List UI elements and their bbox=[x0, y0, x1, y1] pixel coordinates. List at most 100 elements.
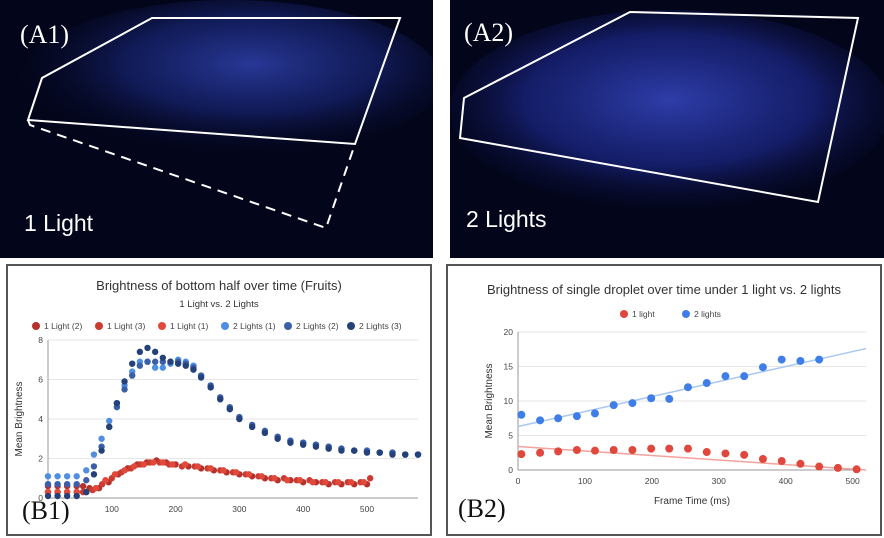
legend-marker bbox=[620, 310, 628, 318]
point-2-lights bbox=[628, 399, 637, 408]
point-1-light bbox=[702, 448, 711, 457]
point-2-lights-1- bbox=[98, 435, 105, 442]
point-2-lights-2- bbox=[129, 372, 136, 379]
point-2-lights-3- bbox=[44, 492, 52, 500]
point-2-lights bbox=[796, 356, 805, 365]
point-2-lights-3- bbox=[144, 344, 151, 352]
point-2-lights bbox=[721, 372, 730, 381]
point-2-lights-3- bbox=[159, 354, 167, 361]
point-2-lights-2- bbox=[121, 386, 128, 393]
point-2-lights-3- bbox=[363, 449, 371, 456]
point-1-light-1- bbox=[181, 461, 189, 468]
panel-label-a2: (A2) bbox=[464, 18, 514, 47]
legend-label: 1 Light (3) bbox=[107, 321, 145, 331]
legend-label: 2 Lights (2) bbox=[296, 321, 339, 331]
photo-a1-art bbox=[0, 0, 433, 258]
point-1-light-1- bbox=[130, 463, 138, 470]
point-1-light-3- bbox=[366, 475, 374, 482]
point-2-lights-3- bbox=[389, 451, 396, 458]
point-2-lights-2- bbox=[54, 480, 61, 488]
y-tick-label: 20 bbox=[504, 327, 514, 337]
point-1-light-1- bbox=[140, 461, 147, 468]
point-2-lights bbox=[609, 401, 618, 410]
legend-label: 2 Lights (3) bbox=[359, 321, 402, 331]
x-tick-label: 400 bbox=[296, 504, 310, 514]
point-2-lights-3- bbox=[207, 384, 214, 391]
point-2-lights-3- bbox=[174, 360, 182, 367]
point-2-lights bbox=[815, 355, 824, 364]
y-tick-label: 4 bbox=[38, 414, 43, 424]
point-2-lights-3- bbox=[312, 443, 320, 450]
point-2-lights bbox=[572, 412, 581, 421]
chart-b1: Brightness of bottom half over time (Fru… bbox=[6, 264, 432, 536]
point-2-lights-2- bbox=[44, 480, 52, 488]
point-2-lights-3- bbox=[190, 366, 197, 373]
point-1-light bbox=[721, 449, 730, 458]
point-2-lights-3- bbox=[351, 447, 358, 454]
point-2-lights bbox=[740, 372, 749, 381]
x-tick-label: 500 bbox=[360, 504, 374, 514]
point-1-light bbox=[777, 457, 786, 466]
point-2-lights-3- bbox=[261, 429, 269, 437]
trendline-1-light bbox=[517, 445, 867, 471]
point-2-lights-2- bbox=[73, 480, 80, 488]
point-2-lights-2- bbox=[144, 358, 151, 365]
panel-label-a1: (A1) bbox=[20, 20, 70, 49]
point-2-lights bbox=[683, 383, 692, 392]
point-1-light bbox=[536, 448, 545, 457]
legend-marker bbox=[682, 310, 690, 318]
point-1-light-1- bbox=[220, 467, 227, 474]
point-1-light bbox=[665, 444, 674, 453]
droplet-glow bbox=[20, 0, 433, 160]
point-2-lights bbox=[536, 416, 545, 425]
point-2-lights-3- bbox=[182, 362, 189, 369]
legend-marker bbox=[284, 322, 292, 330]
point-1-light-1- bbox=[347, 479, 355, 486]
y-tick-label: 5 bbox=[508, 431, 513, 441]
legend-marker bbox=[95, 322, 103, 330]
point-2-lights-3- bbox=[167, 358, 174, 365]
point-2-lights-3- bbox=[136, 348, 144, 356]
point-1-light-1- bbox=[159, 459, 167, 466]
point-1-light bbox=[647, 444, 656, 453]
point-1-light bbox=[740, 450, 749, 459]
point-2-lights-3- bbox=[287, 439, 294, 446]
chart-b1-plot: 0 2 4 6 8 100 200 300 400 500 Mean Brightness 1 Lig… bbox=[14, 321, 422, 514]
chart-b1-subtitle: 1 Light vs. 2 Lights bbox=[179, 299, 259, 310]
point-2-lights-3- bbox=[98, 447, 105, 454]
point-1-light-1- bbox=[335, 479, 342, 486]
x-tick-label: 200 bbox=[168, 504, 182, 514]
point-2-lights-3- bbox=[113, 400, 121, 407]
point-2-lights-2- bbox=[151, 358, 159, 365]
y-tick-label: 15 bbox=[504, 362, 514, 372]
point-2-lights-1- bbox=[44, 473, 52, 480]
caption-a2: 2 Lights bbox=[466, 206, 547, 232]
legend-label: 1 Light (2) bbox=[44, 321, 82, 331]
y-tick-label: 2 bbox=[38, 454, 43, 464]
photo-a2-art bbox=[450, 0, 884, 258]
point-1-light bbox=[833, 463, 842, 472]
point-2-lights-3- bbox=[236, 415, 243, 423]
point-2-lights bbox=[517, 410, 526, 419]
point-2-lights-3- bbox=[402, 451, 409, 458]
point-1-light-1- bbox=[150, 459, 157, 466]
y-axis-label: Mean Brightness bbox=[14, 381, 25, 456]
point-2-lights bbox=[554, 414, 563, 423]
legend-label: 1 Light (1) bbox=[170, 321, 208, 331]
point-2-lights-3- bbox=[248, 423, 256, 431]
point-1-light bbox=[572, 445, 581, 454]
caption-a1: 1 Light bbox=[24, 210, 94, 236]
point-2-lights-1- bbox=[151, 364, 159, 371]
point-2-lights-3- bbox=[376, 449, 383, 456]
legend-marker bbox=[32, 322, 40, 330]
point-2-lights-3- bbox=[106, 423, 113, 431]
legend-label: 1 light bbox=[632, 309, 655, 319]
point-1-light bbox=[796, 459, 805, 468]
point-1-light-1- bbox=[102, 477, 109, 484]
point-1-light-1- bbox=[271, 475, 278, 482]
point-1-light bbox=[590, 446, 599, 455]
point-2-lights-3- bbox=[226, 405, 234, 413]
chart-b2: Brightness of single droplet over time u… bbox=[446, 264, 882, 536]
point-1-light bbox=[852, 465, 861, 474]
